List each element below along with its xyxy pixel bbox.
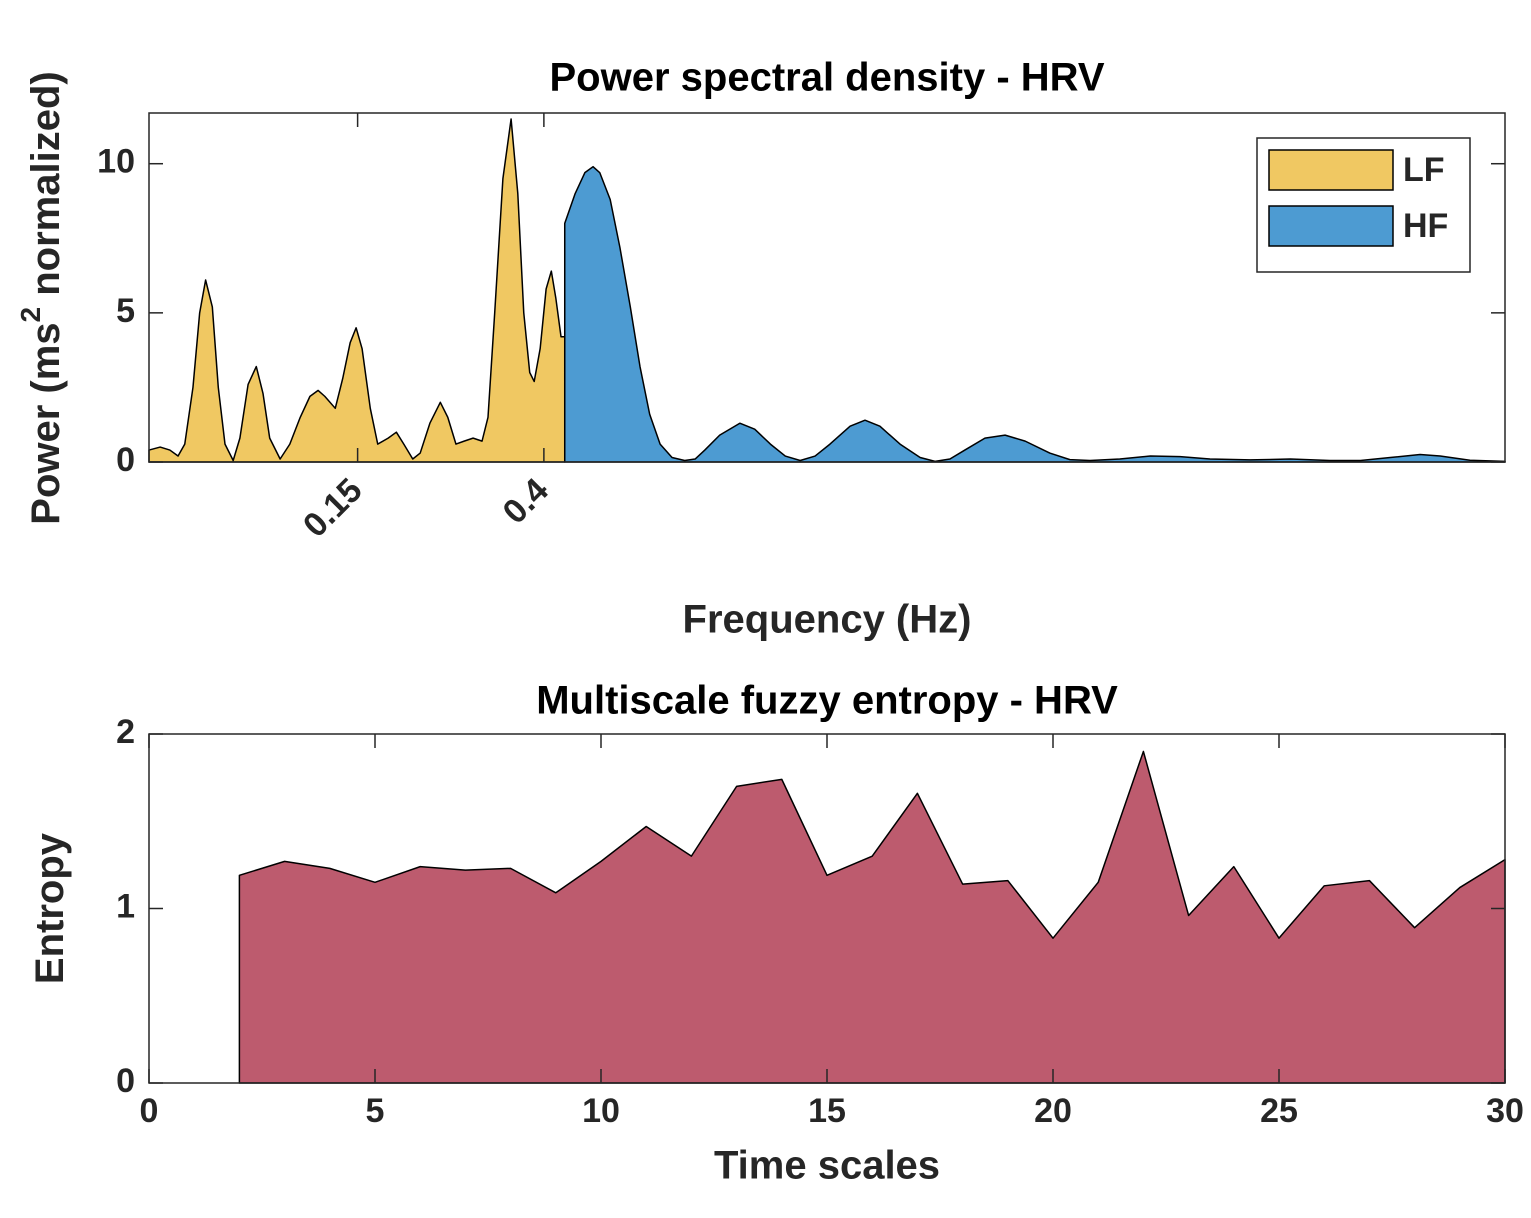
y-axis-label-part: Entropy <box>28 832 72 984</box>
area <box>563 165 1506 463</box>
legend-label: HF <box>1403 207 1448 245</box>
legend-swatch <box>1268 149 1394 191</box>
x-tick-label: 0.15 <box>296 471 370 545</box>
y-tick-label: 2 <box>116 713 135 751</box>
x-tick-label: 15 <box>808 1092 846 1130</box>
x-tick-label: 0.4 <box>496 471 556 531</box>
x-axis-label: Frequency (Hz) <box>683 598 972 642</box>
area <box>148 118 566 463</box>
x-tick-label: 5 <box>366 1092 385 1130</box>
y-tick-label: 10 <box>97 143 135 181</box>
y-tick-label: 1 <box>116 887 135 925</box>
x-axis-label: Time scales <box>714 1144 940 1188</box>
chart-title: Multiscale fuzzy entropy - HRV <box>536 679 1118 723</box>
x-tick-label: 0 <box>140 1092 159 1130</box>
x-tick-label: 30 <box>1486 1092 1524 1130</box>
axes-box <box>148 112 1506 463</box>
chart-title: Power spectral density - HRV <box>550 56 1105 100</box>
legend-swatch <box>1268 205 1394 247</box>
y-tick-label: 0 <box>116 1062 135 1100</box>
x-tick-label: 20 <box>1034 1092 1072 1130</box>
y-tick-label: 5 <box>116 292 135 330</box>
y-tick-label: 0 <box>116 441 135 479</box>
y-axis-label-part: 2 <box>15 307 46 323</box>
legend-label: LF <box>1403 151 1445 189</box>
x-tick-label: 10 <box>582 1092 620 1130</box>
y-axis-label-part: Power (ms <box>24 322 68 524</box>
y-axis-label: Power (ms2 normalized) <box>15 71 68 524</box>
x-tick-label: 25 <box>1260 1092 1298 1130</box>
area <box>238 750 1506 1084</box>
y-axis-label: Entropy <box>28 832 72 984</box>
y-axis-label-part: normalized) <box>24 71 68 307</box>
